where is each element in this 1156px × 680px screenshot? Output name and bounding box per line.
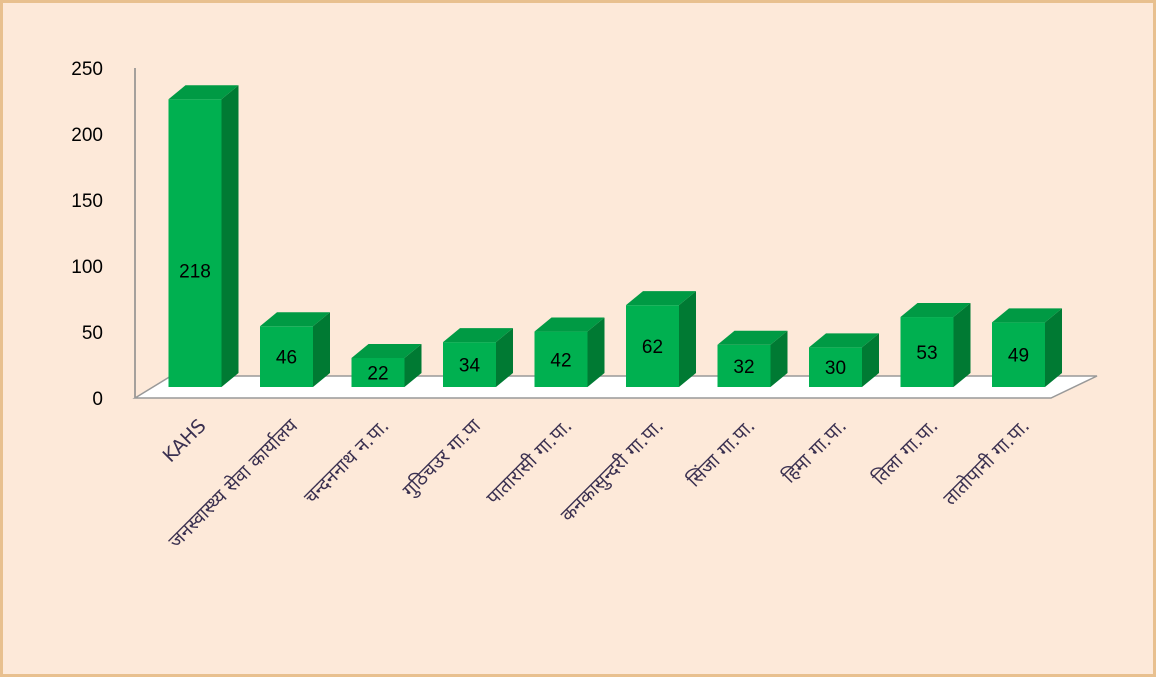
bar-side	[496, 328, 513, 387]
data-label: 22	[367, 363, 388, 384]
category-label: गुठिचउर गा.पा	[398, 414, 487, 503]
bar-side	[1045, 308, 1062, 387]
bar	[900, 317, 954, 387]
bar	[534, 331, 588, 387]
data-label: 32	[733, 357, 754, 378]
bar	[351, 357, 405, 387]
data-label: 49	[1008, 346, 1029, 367]
bar-top	[717, 330, 788, 345]
category-label: सिंजा गा.पा.	[682, 414, 759, 491]
bar-side	[587, 317, 605, 387]
bar	[717, 344, 771, 387]
bar-side	[953, 303, 971, 387]
data-label: 42	[550, 350, 571, 371]
bar-top	[443, 328, 513, 343]
y-tick-label: 250	[71, 59, 103, 80]
category-label: तातोपानी गा.पा.	[938, 414, 1034, 510]
bar-side	[862, 333, 879, 387]
category-label: चन्दननाथ न.पा.	[300, 415, 394, 509]
category-label: तिला गा.पा.	[868, 414, 943, 489]
bar-top	[900, 303, 971, 318]
y-tick-label: 50	[82, 323, 103, 344]
category-label: हिमा गा.पा.	[778, 414, 851, 487]
category-label: KAHS	[159, 415, 211, 467]
bar-top	[809, 333, 879, 348]
data-label: 53	[916, 343, 937, 364]
bar-top	[260, 312, 330, 327]
data-label: 46	[276, 348, 297, 369]
data-label: 62	[642, 337, 663, 358]
data-label: 34	[459, 356, 481, 377]
bar-side	[770, 330, 788, 387]
bar-side	[313, 312, 330, 387]
bar	[443, 342, 496, 387]
bar-side	[221, 85, 239, 388]
y-tick-label: 100	[71, 257, 103, 278]
bar-top	[992, 308, 1062, 323]
bar-top	[534, 317, 605, 332]
bar-side	[679, 291, 696, 387]
bar-side	[404, 343, 422, 387]
bar	[260, 326, 313, 387]
y-tick-label: 150	[71, 191, 103, 212]
bar-top	[626, 291, 696, 306]
data-label: 218	[179, 262, 211, 283]
y-tick-label: 0	[92, 389, 103, 410]
data-label: 30	[825, 358, 846, 379]
y-tick-label: 200	[71, 125, 103, 146]
bar-chart: 0 50 100 150 200 250 218 46 22 34 42 62 32 30 53 49 KAHS…	[71, 59, 1098, 553]
bar	[168, 99, 222, 388]
bar	[992, 322, 1045, 387]
bar-top	[168, 85, 239, 100]
bar	[626, 305, 679, 387]
category-label: पातारासी गा.पा.	[482, 414, 577, 509]
bar	[809, 347, 862, 387]
bar-top	[351, 343, 422, 358]
